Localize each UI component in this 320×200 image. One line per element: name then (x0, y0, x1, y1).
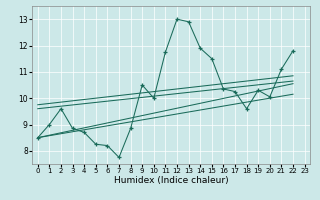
X-axis label: Humidex (Indice chaleur): Humidex (Indice chaleur) (114, 176, 228, 185)
